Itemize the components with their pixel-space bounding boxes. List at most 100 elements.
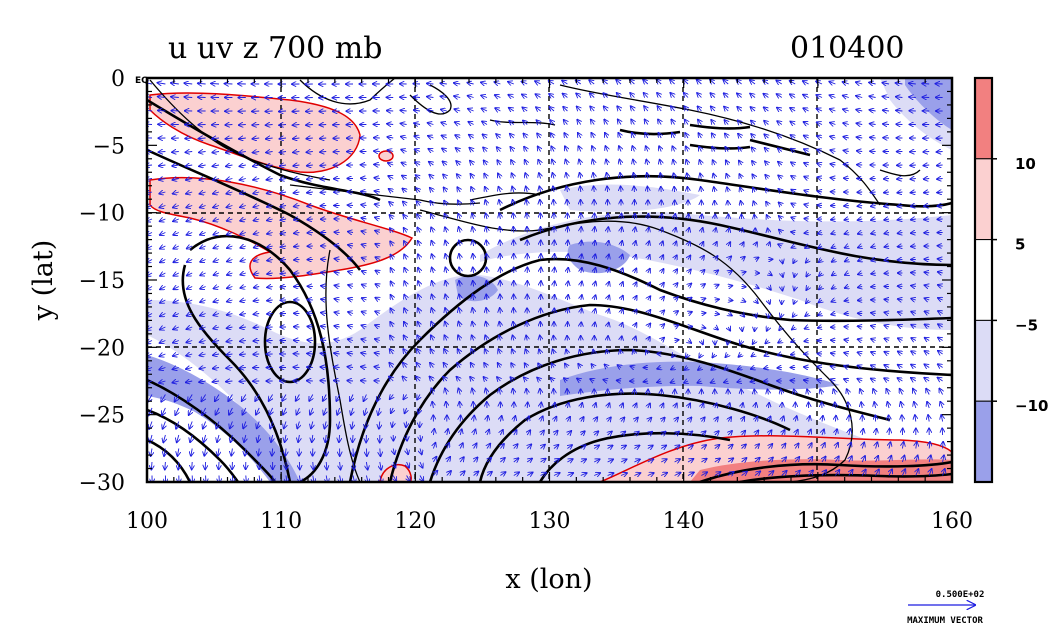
wind-vector xyxy=(871,192,876,193)
wind-vector xyxy=(267,273,273,274)
wind-vector xyxy=(594,282,595,287)
wind-vector xyxy=(213,179,220,181)
wind-vector xyxy=(648,227,649,233)
wind-vector xyxy=(843,137,849,138)
wind-vector xyxy=(713,160,715,165)
wind-vector xyxy=(321,272,327,273)
wind-vector xyxy=(307,326,313,327)
wind-vector xyxy=(160,246,166,249)
wind-vector xyxy=(742,242,744,246)
wind-vector xyxy=(445,241,447,247)
wind-vector xyxy=(400,110,407,111)
wind-vector xyxy=(869,82,876,84)
wind-vector xyxy=(804,190,808,192)
wind-vector xyxy=(817,177,822,178)
wind-vector xyxy=(467,83,474,84)
wind-vector xyxy=(549,94,555,98)
wind-vector xyxy=(253,341,260,342)
wind-vector xyxy=(563,107,567,111)
wind-vector xyxy=(213,233,220,235)
y-tick-label: −20 xyxy=(79,336,125,361)
wind-vector xyxy=(671,120,674,125)
wind-vector xyxy=(728,256,731,259)
wind-vector xyxy=(565,160,567,166)
wind-vector xyxy=(883,96,890,97)
wind-vector xyxy=(306,138,313,139)
wind-vector xyxy=(910,179,916,180)
wind-vector xyxy=(171,83,179,84)
wind-vector xyxy=(307,206,313,207)
wind-vector xyxy=(577,107,581,111)
wind-vector xyxy=(511,160,514,165)
wind-vector xyxy=(498,173,500,179)
y-tick-label: 0 xyxy=(111,67,125,92)
wind-vector xyxy=(657,93,661,98)
wind-vector xyxy=(281,246,287,247)
wind-vector xyxy=(280,219,287,220)
wind-vector xyxy=(673,160,675,166)
wind-vector xyxy=(884,192,890,193)
wind-vector xyxy=(454,109,461,111)
wind-vector xyxy=(240,219,246,221)
wind-vector xyxy=(157,83,166,84)
wind-vector xyxy=(714,187,715,193)
wind-vector xyxy=(267,260,273,261)
wind-vector xyxy=(605,133,608,139)
wind-vector xyxy=(468,96,474,98)
wind-vector xyxy=(348,218,354,219)
wind-vector xyxy=(267,314,273,315)
wind-vector xyxy=(391,268,394,274)
wind-vector xyxy=(592,146,594,152)
wind-vector xyxy=(779,230,782,233)
wind-vector xyxy=(459,227,461,233)
wind-vector xyxy=(240,206,246,208)
wind-vector xyxy=(444,187,447,192)
wind-vector xyxy=(631,106,635,111)
wind-vector xyxy=(832,260,836,262)
wind-vector xyxy=(715,256,718,259)
colorbar-bin xyxy=(974,77,993,160)
wind-vector xyxy=(616,80,621,84)
wind-vector xyxy=(896,97,903,98)
wind-vector xyxy=(307,192,313,193)
wind-vector xyxy=(661,228,662,233)
wind-vector xyxy=(212,165,220,166)
wind-vector xyxy=(832,273,836,275)
wind-vector xyxy=(441,96,447,97)
wind-vector xyxy=(200,273,206,275)
wind-vector xyxy=(804,204,808,205)
wind-vector xyxy=(430,201,433,206)
wind-vector xyxy=(715,228,716,232)
wind-vector xyxy=(843,123,849,125)
wind-vector xyxy=(871,219,876,220)
wind-vector xyxy=(553,336,554,341)
wind-vector xyxy=(416,175,420,178)
wind-vector xyxy=(661,255,663,259)
wind-vector xyxy=(417,214,420,219)
wind-vector xyxy=(482,121,487,124)
wind-vector xyxy=(456,148,461,151)
wind-vector xyxy=(750,107,755,111)
wind-vector xyxy=(388,163,394,165)
wind-vector xyxy=(580,173,581,179)
height-contour-13 xyxy=(699,460,952,482)
wind-vector xyxy=(293,165,300,166)
wind-vector xyxy=(699,160,701,166)
wind-vector xyxy=(858,233,862,234)
wind-vector xyxy=(659,133,662,139)
x-tick-label: 140 xyxy=(663,509,705,534)
wind-vector xyxy=(267,192,273,193)
wind-vector xyxy=(454,96,461,97)
wind-vector xyxy=(909,97,916,98)
wind-vector xyxy=(943,442,944,449)
wind-vector xyxy=(199,152,206,153)
wind-vector xyxy=(226,179,233,181)
wind-vector xyxy=(442,161,446,165)
wind-vector xyxy=(240,233,246,235)
wind-vector xyxy=(791,162,795,165)
wind-vector xyxy=(313,461,314,469)
wind-vector xyxy=(387,137,394,138)
wind-vector xyxy=(267,287,273,288)
wind-vector xyxy=(858,219,863,220)
wind-vector xyxy=(254,233,260,235)
